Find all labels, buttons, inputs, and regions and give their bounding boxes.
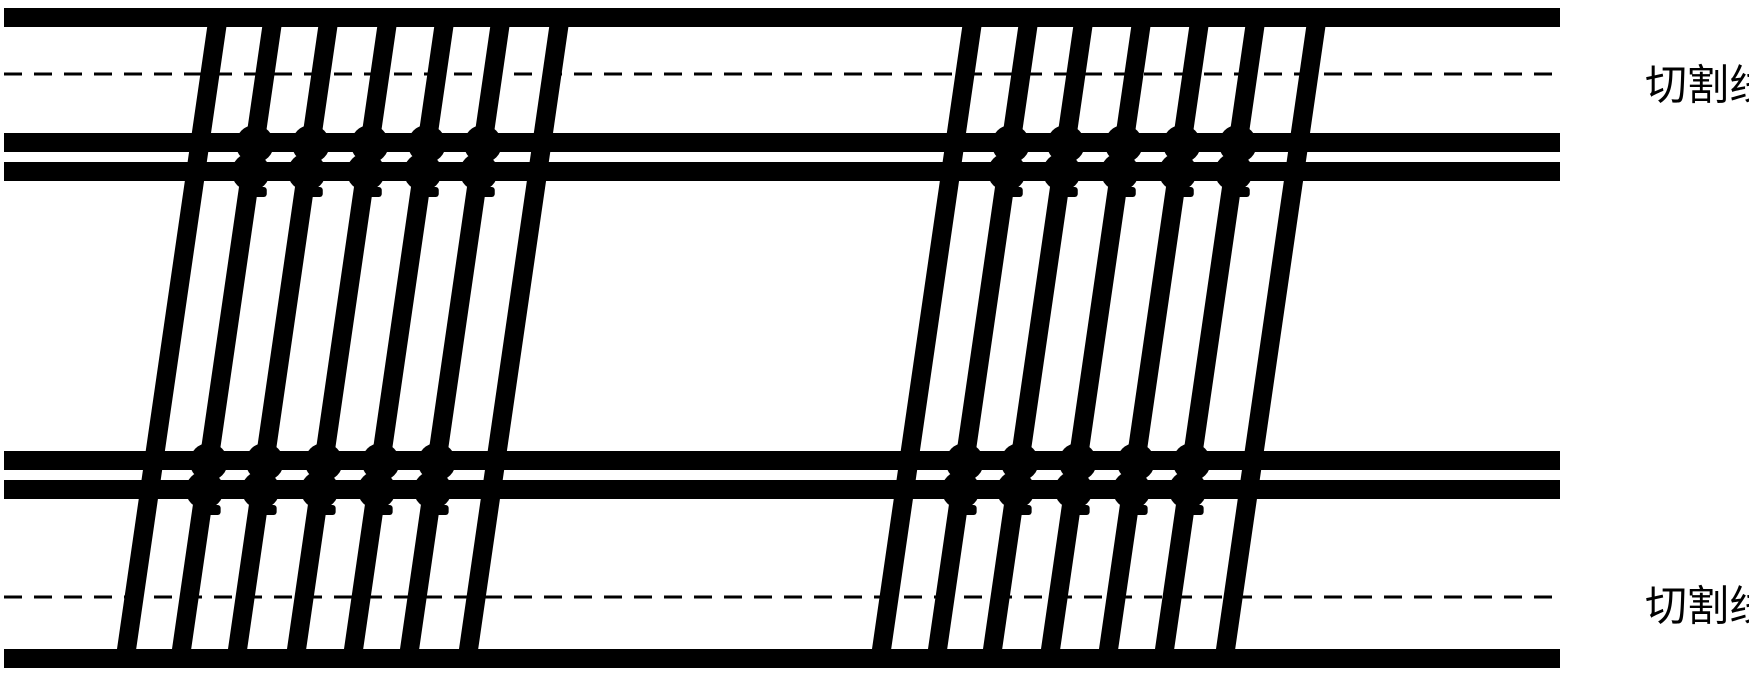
solder-dot bbox=[404, 153, 442, 191]
solder-tail bbox=[1128, 505, 1148, 515]
solder-tail bbox=[957, 505, 977, 515]
solder-dot bbox=[1055, 471, 1093, 509]
cut-line-label-top: 切割线 bbox=[1645, 64, 1749, 110]
horizontal-rail bbox=[4, 649, 1560, 668]
solder-dot bbox=[232, 153, 270, 191]
solder-dot bbox=[242, 471, 280, 509]
solder-dot bbox=[1215, 153, 1253, 191]
solder-tail bbox=[1230, 187, 1250, 197]
solder-dot bbox=[301, 471, 339, 509]
horizontal-rail bbox=[4, 480, 1560, 499]
solder-dot bbox=[997, 471, 1035, 509]
solder-tail bbox=[373, 505, 393, 515]
solder-tail bbox=[1184, 505, 1204, 515]
solder-dot bbox=[460, 153, 498, 191]
solder-dot bbox=[1169, 471, 1207, 509]
solder-dot bbox=[1101, 153, 1139, 191]
solder-dot bbox=[1043, 153, 1081, 191]
solder-dot bbox=[1159, 153, 1197, 191]
solder-tail bbox=[201, 505, 221, 515]
solder-tail bbox=[1012, 505, 1032, 515]
solder-tail bbox=[303, 187, 323, 197]
solder-dot bbox=[347, 153, 385, 191]
solder-dot bbox=[414, 471, 452, 509]
solder-tail bbox=[419, 187, 439, 197]
solder-dot bbox=[358, 471, 396, 509]
solder-tail bbox=[247, 187, 267, 197]
solder-tail bbox=[1058, 187, 1078, 197]
solder-tail bbox=[362, 187, 382, 197]
solder-tail bbox=[475, 187, 495, 197]
solder-tail bbox=[257, 505, 277, 515]
solder-dot bbox=[988, 153, 1026, 191]
solder-tail bbox=[1116, 187, 1136, 197]
solder-tail bbox=[429, 505, 449, 515]
solder-dot bbox=[1113, 471, 1151, 509]
solder-tail bbox=[1070, 505, 1090, 515]
cut-line-label-bottom: 切割线 bbox=[1645, 585, 1749, 631]
solder-tail bbox=[1174, 187, 1194, 197]
horizontal-rail bbox=[4, 8, 1560, 27]
solder-dot bbox=[942, 471, 980, 509]
solder-tail bbox=[1003, 187, 1023, 197]
solder-tail bbox=[316, 505, 336, 515]
horizontal-rail bbox=[4, 451, 1560, 470]
solder-dot bbox=[288, 153, 326, 191]
solder-dot bbox=[186, 471, 224, 509]
